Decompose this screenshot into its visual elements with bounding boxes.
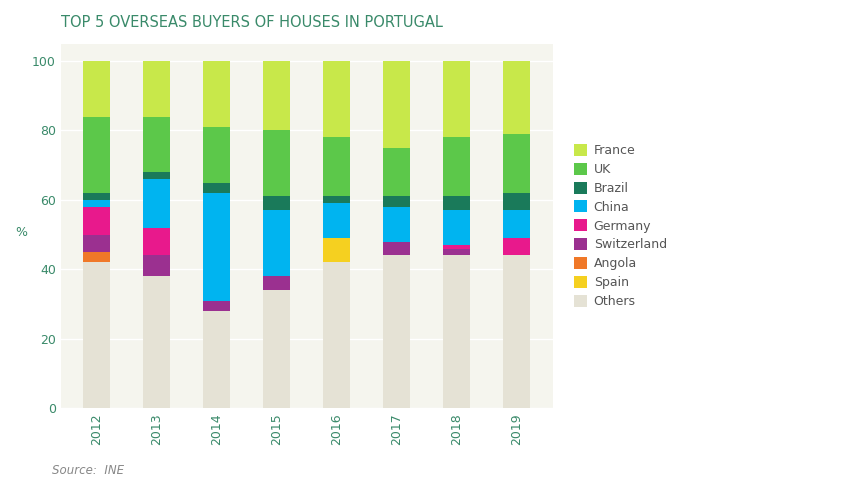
Bar [503,193,530,210]
Bar [324,137,350,196]
Bar [203,127,230,182]
Bar [383,196,410,207]
Bar [83,200,110,207]
Bar [444,210,470,245]
Bar [324,196,350,204]
Bar [143,228,170,255]
Bar [503,210,530,238]
Bar [83,252,110,262]
Y-axis label: %: % [15,226,27,239]
Text: TOP 5 OVERSEAS BUYERS OF HOUSES IN PORTUGAL: TOP 5 OVERSEAS BUYERS OF HOUSES IN PORTU… [61,15,443,30]
Bar [143,116,170,172]
Bar [503,61,530,134]
Bar [203,182,230,193]
Bar [203,193,230,301]
Bar [503,238,530,255]
Bar [324,61,350,137]
Bar [263,210,290,276]
Bar [83,61,110,116]
Bar [383,255,410,408]
Bar [444,249,470,255]
Bar [263,196,290,210]
Bar [444,196,470,210]
Bar [263,290,290,408]
Bar [143,255,170,276]
Bar [143,172,170,179]
Bar [203,301,230,311]
Bar [444,61,470,137]
Bar [143,179,170,228]
Bar [263,276,290,290]
Bar [83,193,110,200]
Bar [503,255,530,408]
Bar [444,255,470,408]
Bar [203,61,230,127]
Bar [83,262,110,408]
Bar [83,207,110,235]
Bar [383,207,410,241]
Bar [383,241,410,255]
Bar [83,116,110,193]
Legend: France, UK, Brazil, China, Germany, Switzerland, Angola, Spain, Others: France, UK, Brazil, China, Germany, Swit… [569,139,672,313]
Bar [143,61,170,116]
Bar [83,235,110,252]
Bar [444,137,470,196]
Bar [203,311,230,408]
Bar [143,276,170,408]
Bar [324,262,350,408]
Bar [324,238,350,262]
Bar [503,134,530,193]
Bar [383,148,410,196]
Bar [263,130,290,196]
Bar [263,61,290,130]
Bar [444,245,470,249]
Bar [324,204,350,238]
Text: Source:  INE: Source: INE [52,464,123,477]
Bar [383,61,410,148]
